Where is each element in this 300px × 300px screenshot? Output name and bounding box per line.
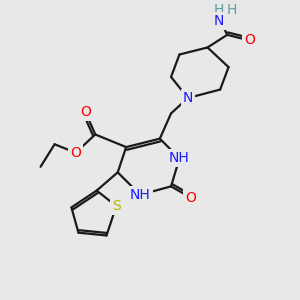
Text: NH: NH: [169, 151, 190, 165]
Text: NH: NH: [130, 188, 151, 202]
Text: O: O: [80, 105, 91, 119]
Text: S: S: [112, 199, 121, 213]
Text: O: O: [185, 190, 196, 205]
Text: N: N: [214, 14, 224, 28]
Text: H: H: [226, 3, 237, 16]
Text: N: N: [183, 91, 193, 105]
Text: H: H: [214, 3, 224, 16]
Text: O: O: [70, 146, 81, 160]
Text: O: O: [244, 34, 255, 47]
